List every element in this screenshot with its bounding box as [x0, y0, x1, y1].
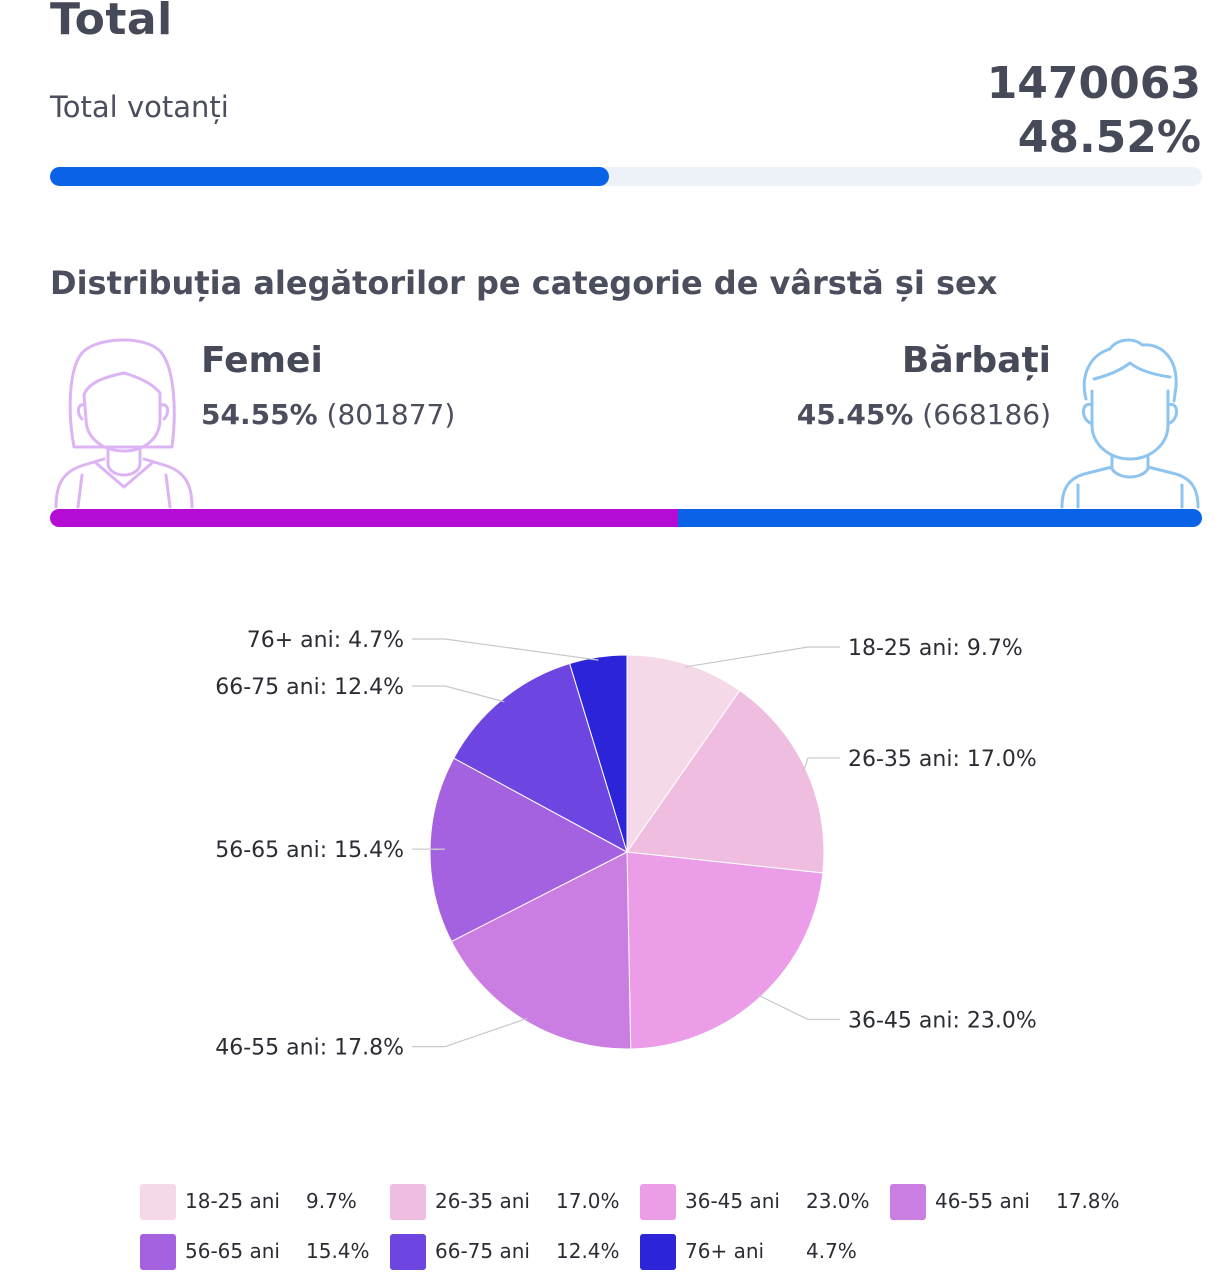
legend-item[interactable]: 46-55 ani 17.8%	[890, 1184, 1130, 1220]
pie-label-1: 18-25 ani: 9.7%	[848, 636, 1023, 661]
legend-label: 18-25 ani	[185, 1189, 280, 1213]
total-voters-count: 1470063	[986, 58, 1201, 109]
page-title: Total	[50, 0, 173, 45]
legend-label: 56-65 ani	[185, 1239, 280, 1263]
pie-leader-line-4	[412, 1017, 528, 1048]
man-avatar-icon	[1060, 338, 1200, 509]
gender-split-bar	[50, 509, 1202, 527]
woman-avatar-icon	[54, 338, 194, 509]
male-label: Bărbați	[901, 340, 1051, 381]
pie-leader-line-3	[757, 994, 840, 1021]
legend-value: 23.0%	[806, 1189, 870, 1213]
legend-label: 36-45 ani	[685, 1189, 780, 1213]
legend-value: 17.0%	[556, 1189, 620, 1213]
legend-item[interactable]: 18-25 ani 9.7%	[140, 1184, 380, 1220]
turnout-progress-bar	[50, 167, 1202, 186]
legend-item[interactable]: 26-35 ani 17.0%	[390, 1184, 630, 1220]
pie-label-5: 56-65 ani: 15.4%	[215, 838, 404, 863]
total-voters-percent: 48.52%	[1017, 112, 1201, 163]
legend-label: 66-75 ani	[435, 1239, 530, 1263]
female-stats: 54.55% (801877)	[201, 398, 455, 431]
legend-swatch	[640, 1184, 676, 1220]
legend-value: 15.4%	[306, 1239, 370, 1263]
pie-leader-line-2	[802, 757, 840, 772]
age-pie-chart: 18-25 ani: 9.7% 26-35 ani: 17.0% 36-45 ani…	[215, 628, 1037, 1061]
legend-swatch	[640, 1234, 676, 1270]
pie-leader-line-6	[412, 685, 505, 703]
pie-label-4: 46-55 ani: 17.8%	[215, 1036, 404, 1061]
legend-swatch	[140, 1184, 176, 1220]
turnout-progress-fill	[50, 167, 609, 186]
legend-value: 12.4%	[556, 1239, 620, 1263]
legend-swatch	[140, 1234, 176, 1270]
gender-bar-male	[678, 509, 1202, 527]
distribution-title: Distribuția alegătorilor pe categorie de…	[50, 264, 998, 302]
pie-leader-line-1	[685, 646, 840, 668]
male-count: (668186)	[922, 398, 1051, 431]
female-count: (801877)	[326, 398, 456, 431]
total-voters-label: Total votanți	[50, 90, 229, 124]
legend-item[interactable]: 66-75 ani 12.4%	[390, 1234, 630, 1270]
legend-label: 26-35 ani	[435, 1189, 530, 1213]
female-percent: 54.55%	[201, 398, 318, 431]
legend-value: 17.8%	[1056, 1189, 1120, 1213]
pie-label-3: 36-45 ani: 23.0%	[848, 1008, 1037, 1033]
legend-swatch	[390, 1234, 426, 1270]
legend-label: 76+ ani	[685, 1239, 765, 1263]
pie-slice-4[interactable]	[450, 851, 632, 1050]
female-label: Femei	[201, 340, 323, 381]
pie-label-6: 66-75 ani: 12.4%	[215, 675, 404, 700]
male-stats: 45.45% (668186)	[797, 398, 1051, 431]
male-percent: 45.45%	[796, 398, 914, 431]
legend-swatch	[390, 1184, 426, 1220]
legend-swatch	[890, 1184, 926, 1220]
pie-slice-2[interactable]	[626, 689, 825, 874]
legend-item[interactable]: 56-65 ani 15.4%	[140, 1234, 380, 1270]
pie-slice-3[interactable]	[626, 851, 824, 1050]
legend-item[interactable]: 76+ ani 4.7%	[640, 1234, 880, 1270]
legend-value: 4.7%	[806, 1239, 857, 1263]
gender-bar-female	[50, 509, 679, 527]
pie-label-7: 76+ ani: 4.7%	[247, 628, 404, 653]
pie-slice-7[interactable]	[569, 654, 628, 853]
legend-item[interactable]: 36-45 ani 23.0%	[640, 1184, 880, 1220]
legend-value: 9.7%	[306, 1189, 357, 1213]
pie-leader-line-7	[412, 638, 599, 661]
legend-label: 46-55 ani	[935, 1189, 1030, 1213]
pie-label-2: 26-35 ani: 17.0%	[848, 747, 1037, 772]
pie-slice-1[interactable]	[626, 654, 741, 854]
